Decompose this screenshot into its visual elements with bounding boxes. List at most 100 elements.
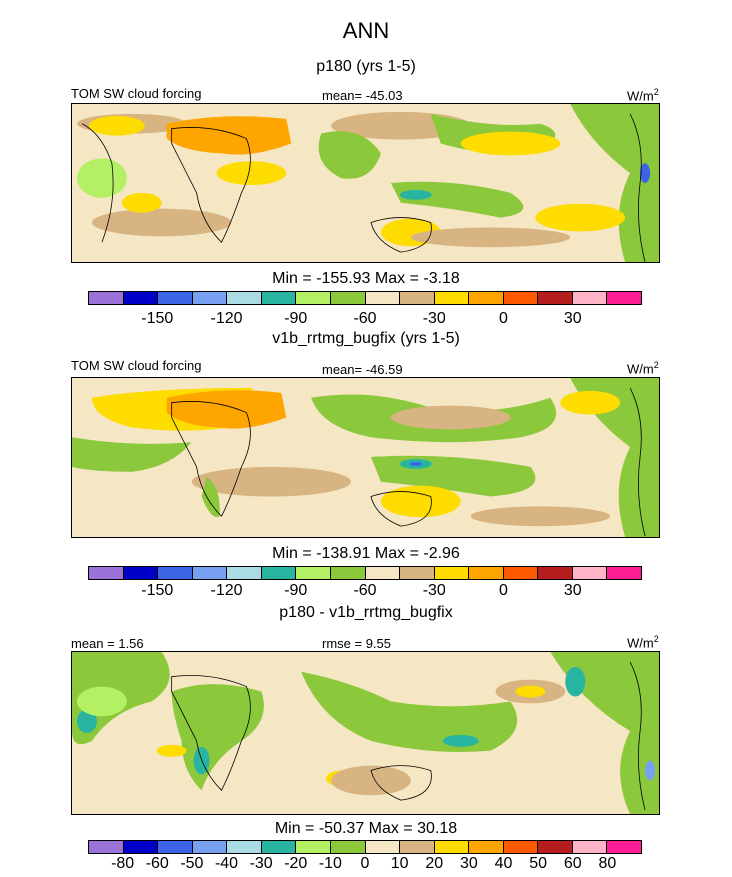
panel-3-map: [71, 651, 660, 815]
region-green: [72, 437, 192, 472]
colorbar-swatch: [365, 567, 401, 579]
colorbar-swatch: [330, 841, 366, 853]
colorbar-swatch: [469, 567, 504, 579]
colorbar-tick-label: -10: [318, 855, 342, 872]
panel-1-subtitle: p180 (yrs 1-5): [316, 58, 416, 75]
colorbar-tick-label: 50: [529, 855, 548, 872]
colorbar-swatch: [365, 841, 401, 853]
colorbar-swatch: [89, 567, 124, 579]
colorbar-swatch: [538, 292, 573, 304]
panel-1-left-label: TOM SW cloud forcing: [71, 86, 202, 101]
panel-2-map-svg: [72, 378, 659, 537]
panel-3-map-svg: [72, 652, 659, 814]
colorbar-swatch: [607, 841, 641, 853]
colorbar-tick-label: -150: [141, 310, 174, 327]
panel-2-left-label: TOM SW cloud forcing: [71, 358, 202, 373]
colorbar-swatch: [296, 841, 331, 853]
region-orange: [166, 116, 292, 155]
region-teal: [399, 189, 432, 200]
colorbar-tick-label: 40: [494, 855, 513, 872]
panel-3-subtitle: p180 - v1b_rrtmg_bugfix: [279, 604, 453, 621]
colorbar-swatch: [123, 292, 159, 304]
region-brown: [470, 506, 611, 527]
colorbar-swatch: [261, 841, 297, 853]
panel-1-mean-label: mean= -45.03: [322, 88, 403, 103]
colorbar-swatch: [365, 292, 401, 304]
region-brown: [390, 405, 511, 430]
region-yellow: [88, 115, 145, 136]
panel-1-units-sup: 2: [653, 87, 659, 97]
region-orange: [166, 390, 287, 429]
colorbar-tick-label: -80: [111, 855, 135, 872]
colorbar-tick-label: 10: [390, 855, 409, 872]
region-brown: [331, 765, 411, 796]
region-light-green: [76, 686, 127, 717]
colorbar-swatch: [123, 841, 159, 853]
panel-3-units-sup: 2: [653, 634, 659, 644]
colorbar-swatch: [400, 567, 435, 579]
colorbar-swatch: [227, 567, 262, 579]
colorbar-swatch: [503, 292, 539, 304]
colorbar-swatch: [227, 292, 262, 304]
region-yellow: [216, 161, 287, 185]
colorbar-tick-label: 60: [563, 855, 582, 872]
colorbar-swatch: [227, 841, 262, 853]
colorbar-tick-label: -60: [353, 310, 377, 327]
panel-2-coastlines: [171, 387, 646, 537]
colorbar-tick-label: 0: [360, 855, 370, 872]
region-yellow: [535, 203, 626, 232]
colorbar-tick-label: -120: [210, 310, 243, 327]
region-brown: [91, 208, 232, 237]
panel-1-colorbar-labels: -150 -120 -90 -60 -30 0 30: [88, 310, 642, 330]
colorbar-tick-label: -60: [353, 582, 377, 599]
region-blue: [640, 163, 651, 183]
colorbar-swatch: [89, 841, 124, 853]
panel-3-coastlines: [171, 661, 646, 811]
panel-3-colorbar-labels: -80 -60 -50 -40 -30 -20 -10 0 10 20 30 40 50 60 80: [88, 855, 642, 875]
colorbar-swatch: [607, 567, 641, 579]
colorbar-swatch: [400, 841, 435, 853]
colorbar-tick-label: -30: [422, 582, 446, 599]
colorbar-swatch: [469, 292, 504, 304]
region-green: [76, 158, 127, 198]
colorbar-tick-label: -40: [214, 855, 239, 872]
colorbar-tick-label: 30: [563, 310, 582, 327]
colorbar-swatch: [503, 567, 539, 579]
colorbar-swatch: [330, 292, 366, 304]
colorbar-swatch: [434, 841, 470, 853]
colorbar-tick-label: 20: [425, 855, 444, 872]
region-yellow: [515, 685, 546, 698]
panel-3-mean-label: mean = 1.56: [71, 636, 144, 651]
colorbar-swatch: [572, 292, 608, 304]
colorbar-swatch: [261, 292, 297, 304]
colorbar-swatch: [400, 292, 435, 304]
colorbar-swatch: [261, 567, 297, 579]
colorbar-swatch: [158, 567, 193, 579]
region-green: [390, 181, 524, 218]
panel-2-mean-label: mean= -46.59: [322, 362, 403, 377]
colorbar-tick-label: -150: [141, 582, 174, 599]
colorbar-swatch: [469, 841, 504, 853]
panel-1-units-text: W/m: [627, 88, 654, 104]
region-green: [201, 476, 220, 518]
panel-1-colorbar: [88, 291, 642, 305]
panel-2-units-text: W/m: [627, 361, 654, 377]
panel-2-units: W/m2: [627, 360, 659, 376]
region-teal: [565, 666, 586, 697]
colorbar-swatch: [123, 567, 159, 579]
colorbar-swatch: [89, 292, 124, 304]
colorbar-tick-label: -120: [210, 582, 243, 599]
colorbar-swatch: [192, 292, 228, 304]
figure-title: ANN: [342, 18, 390, 43]
colorbar-swatch: [434, 567, 470, 579]
panel-3-rmse-label: rmse = 9.55: [322, 636, 392, 651]
colorbar-swatch: [503, 841, 539, 853]
panel-2-map: [71, 377, 660, 538]
colorbar-tick-label: -90: [284, 582, 308, 599]
panel-3-min-max: Min = -50.37 Max = 30.18: [274, 820, 458, 837]
colorbar-swatch: [538, 841, 573, 853]
panel-1-map: [71, 103, 660, 263]
panel-2-units-sup: 2: [653, 360, 659, 370]
region-blue: [409, 461, 422, 466]
panel-3-units-text: W/m: [627, 635, 654, 651]
